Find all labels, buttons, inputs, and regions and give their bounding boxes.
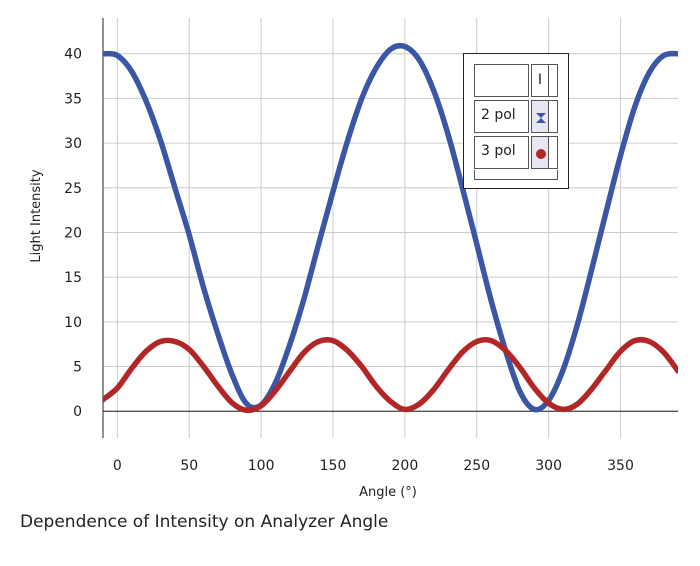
legend: I 2 pol 3 pol bbox=[463, 53, 569, 189]
legend-spacer-2pol bbox=[549, 100, 558, 133]
legend-label-2pol: 2 pol bbox=[474, 100, 529, 133]
x-tick-label: 150 bbox=[320, 458, 347, 474]
y-tick-label: 25 bbox=[64, 181, 82, 197]
x-tick-label: 100 bbox=[248, 458, 275, 474]
y-tick-label: 15 bbox=[64, 270, 82, 286]
axes bbox=[102, 18, 678, 438]
data-series bbox=[103, 42, 678, 414]
y-tick-label: 20 bbox=[64, 225, 82, 241]
series-line-2pol bbox=[103, 42, 678, 413]
legend-marker-2pol bbox=[531, 100, 549, 133]
legend-header-blank bbox=[474, 64, 529, 97]
legend-empty-row bbox=[474, 170, 558, 180]
legend-label-3pol: 3 pol bbox=[474, 136, 529, 169]
tick-labels: 0 50 100 150 200 250 300 350 0 5 10 15 20 25 30 35 40 bbox=[64, 47, 634, 474]
y-axis-title: Light Intensity bbox=[29, 169, 44, 262]
legend-spacer-3pol bbox=[549, 136, 558, 169]
y-tick-label: 35 bbox=[64, 91, 82, 107]
x-tick-label: 50 bbox=[180, 458, 198, 474]
hourglass-icon bbox=[536, 113, 546, 123]
legend-header: I bbox=[531, 64, 549, 97]
x-tick-label: 250 bbox=[463, 458, 490, 474]
circle-icon bbox=[536, 149, 546, 159]
x-tick-label: 200 bbox=[392, 458, 419, 474]
y-tick-label: 5 bbox=[73, 360, 82, 376]
y-tick-label: 10 bbox=[64, 315, 82, 331]
legend-header-spacer bbox=[549, 64, 558, 97]
x-tick-label: 300 bbox=[535, 458, 562, 474]
y-tick-label: 40 bbox=[64, 47, 82, 63]
series-line-3pol bbox=[103, 336, 678, 414]
x-tick-label: 0 bbox=[113, 458, 122, 474]
legend-marker-3pol bbox=[531, 136, 549, 169]
x-axis-title: Angle (°) bbox=[359, 485, 417, 500]
y-tick-label: 30 bbox=[64, 136, 82, 152]
y-tick-label: 0 bbox=[73, 404, 82, 420]
x-tick-label: 350 bbox=[607, 458, 634, 474]
chart-caption: Dependence of Intensity on Analyzer Angl… bbox=[20, 512, 389, 532]
